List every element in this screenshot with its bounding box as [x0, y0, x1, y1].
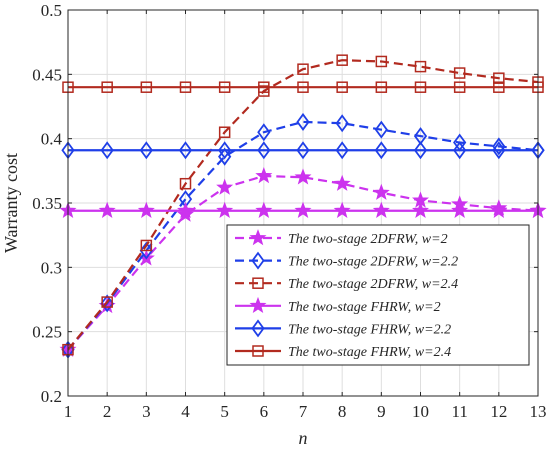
square-marker — [453, 67, 466, 79]
x-tick-label: 9 — [377, 402, 386, 421]
diamond-marker — [251, 319, 265, 338]
star-marker — [249, 296, 267, 314]
star-marker — [177, 201, 194, 218]
diamond-marker — [296, 112, 310, 131]
legend-label: The two-stage 2DFRW, w=2.2 — [288, 255, 458, 270]
diamond-marker — [453, 141, 467, 160]
star-marker — [490, 201, 508, 218]
square-marker — [252, 277, 264, 289]
star-marker — [451, 201, 469, 218]
y-tick-label: 0.4 — [41, 130, 63, 149]
square-marker — [336, 81, 348, 93]
diamond-marker — [492, 141, 506, 160]
star-marker — [255, 167, 273, 184]
y-axis-label: Warranty cost — [1, 153, 21, 253]
star-marker — [412, 201, 429, 218]
x-tick-label: 5 — [220, 402, 229, 421]
star-marker — [372, 183, 390, 200]
star-marker — [333, 201, 351, 218]
star-marker — [216, 201, 234, 218]
star-marker — [294, 201, 312, 218]
square-marker — [179, 177, 192, 190]
square-marker — [453, 81, 466, 93]
legend-label: The two-stage FHRW, w=2 — [288, 300, 441, 315]
diamond-marker — [413, 141, 428, 160]
square-marker — [101, 81, 113, 93]
x-tick-label: 3 — [142, 402, 151, 421]
square-marker — [375, 55, 388, 68]
star-marker — [98, 201, 116, 218]
x-tick-label: 7 — [299, 402, 308, 421]
legend-label: The two-stage FHRW, w=2.2 — [288, 322, 451, 337]
diamond-marker — [492, 137, 506, 156]
legend-label: The two-stage 2DFRW, w=2.4 — [288, 277, 458, 292]
square-marker — [493, 72, 505, 84]
diamond-marker — [335, 141, 349, 160]
x-tick-label: 11 — [451, 402, 467, 421]
diamond-marker — [374, 120, 388, 139]
diamond-marker — [296, 141, 310, 160]
square-marker — [140, 81, 153, 93]
diamond-marker — [100, 141, 114, 160]
legend: The two-stage 2DFRW, w=2 The two-stage 2D… — [226, 224, 530, 366]
legend-box — [226, 224, 530, 366]
square-marker — [297, 63, 309, 75]
diamond-marker — [335, 114, 349, 133]
square-marker — [101, 296, 113, 308]
square-marker — [414, 81, 427, 93]
square-marker — [336, 54, 348, 66]
axis-ticks: 1 2 3 4 5 6 7 8 9 10 11 12 130.20.250.30.350.40.450.… — [32, 1, 546, 421]
star-marker — [294, 168, 312, 185]
diamond-marker — [100, 294, 114, 313]
square-marker — [258, 81, 270, 93]
y-tick-label: 0.5 — [41, 1, 62, 20]
x-tick-label: 10 — [412, 402, 429, 421]
diamond-marker — [374, 141, 388, 160]
square-marker — [375, 81, 388, 93]
x-axis-label: n — [299, 428, 308, 448]
diamond-marker — [257, 123, 271, 142]
diamond-marker — [257, 141, 271, 160]
y-tick-label: 0.3 — [41, 258, 62, 277]
series-line — [67, 59, 539, 351]
x-tick-label: 6 — [260, 402, 269, 421]
y-tick-label: 0.45 — [32, 65, 62, 84]
star-marker — [255, 201, 273, 218]
y-tick-label: 0.2 — [41, 387, 62, 406]
x-tick-label: 4 — [181, 402, 190, 421]
x-tick-label: 8 — [338, 402, 347, 421]
square-marker — [218, 126, 231, 138]
x-tick-label: 2 — [103, 402, 112, 421]
diamond-marker — [178, 141, 193, 160]
square-marker — [140, 239, 153, 252]
square-marker — [218, 81, 231, 93]
star-marker — [333, 174, 351, 191]
star-marker — [372, 201, 390, 218]
diamond-marker — [139, 141, 153, 160]
diamond-marker — [139, 241, 153, 260]
legend-label: The two-stage FHRW, w=2.4 — [288, 345, 451, 360]
legend-label: The two-stage 2DFRW, w=2 — [288, 232, 448, 247]
square-marker — [179, 81, 192, 93]
square-marker — [252, 345, 264, 357]
x-tick-label: 12 — [490, 402, 507, 421]
square-marker — [493, 81, 505, 93]
square-marker — [297, 81, 309, 93]
star-marker — [249, 229, 267, 246]
x-tick-label: 13 — [530, 402, 547, 421]
diamond-marker — [218, 141, 232, 160]
star-marker — [216, 178, 234, 195]
x-tick-label: 1 — [64, 402, 73, 421]
y-tick-label: 0.25 — [32, 323, 62, 342]
diamond-marker — [251, 251, 265, 270]
y-tick-label: 0.35 — [32, 194, 62, 213]
star-marker — [137, 201, 155, 218]
square-marker — [414, 60, 427, 73]
